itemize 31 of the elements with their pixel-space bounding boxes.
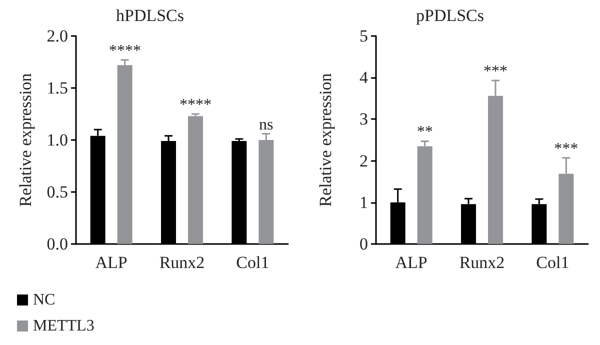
annotation: **** <box>180 96 212 114</box>
bar <box>188 116 203 244</box>
y-tick-label: 5 <box>360 26 368 46</box>
x-tick-label: Col1 <box>236 253 270 272</box>
annotation: *** <box>484 63 508 80</box>
legend-label: NC <box>33 292 56 308</box>
y-tick-label: 0.0 <box>46 234 68 254</box>
y-tick-label: 0 <box>360 234 368 254</box>
y-tick-label: 1.5 <box>46 78 68 98</box>
y-axis-title: Relative expression <box>16 72 35 207</box>
legend-label: METTL3 <box>33 318 94 334</box>
y-tick-label: 1 <box>360 192 368 212</box>
annotation: ** <box>416 124 433 141</box>
annotation: ns <box>259 116 274 134</box>
bar <box>417 146 432 244</box>
y-tick-label: 1.0 <box>46 130 68 150</box>
x-tick-label: Col1 <box>536 253 570 272</box>
annotation: **** <box>108 42 141 60</box>
y-tick-label: 0.5 <box>46 182 68 202</box>
chart-title: pPDLSCs <box>416 6 484 25</box>
y-tick-label: 3 <box>360 110 368 129</box>
y-tick-label: 2.0 <box>46 26 68 46</box>
chart-title: hPDLSCs <box>116 6 184 25</box>
x-tick-label: Runx2 <box>459 253 505 272</box>
x-tick-label: Runx2 <box>159 253 205 272</box>
y-tick-label: 2 <box>360 151 368 170</box>
y-axis-title: Relative expression <box>316 72 335 207</box>
y-tick-label: 4 <box>360 68 368 88</box>
x-tick-label: ALP <box>395 253 428 272</box>
x-tick-label: ALP <box>95 253 128 272</box>
annotation: *** <box>554 140 578 158</box>
